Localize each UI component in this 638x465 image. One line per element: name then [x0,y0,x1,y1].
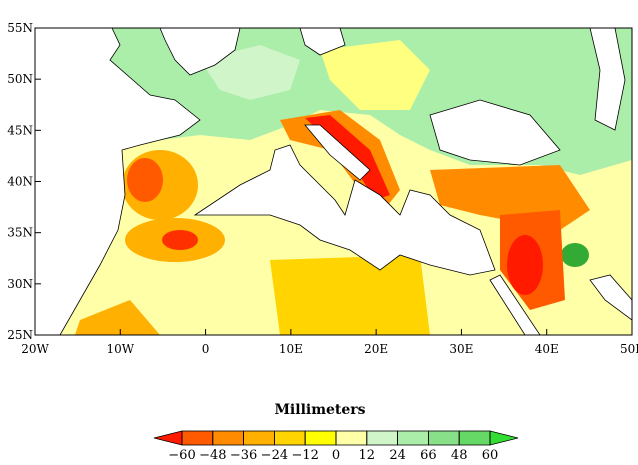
colorbar-box [397,430,429,446]
colorbar-label: 60 [482,448,499,461]
colorbar-label: 12 [359,448,376,461]
colorbar-label: 48 [451,448,468,461]
north-sea [159,28,241,76]
dry-zone [507,235,543,295]
x-tick-label: 50E [620,342,638,356]
y-tick-label: 50N [7,72,33,86]
y-tick-label: 35N [7,226,33,240]
dry-zone [162,230,198,250]
seas [35,28,632,335]
colorbar-label: 24 [389,448,406,461]
colorbar-title: Millimeters [274,402,365,418]
colorbar-label: −48 [199,448,226,461]
colorbar-box [366,430,398,446]
colorbar-arrow [153,430,183,446]
y-tick-label: 55N [7,21,33,35]
y-tick-label: 45N [7,123,33,137]
dry-zone [320,40,430,110]
colorbar-box [304,430,337,446]
persian-gulf [589,274,632,321]
colorbar-box [458,430,491,446]
colorbar-box [427,430,460,446]
baltic [299,28,346,56]
x-tick-label: 10W [106,342,134,356]
x-tick-label: 20E [364,342,388,356]
wet-spot [561,243,589,267]
mediterranean [193,144,496,276]
y-tick-label: 30N [7,277,33,291]
caspian [589,28,626,131]
map-field [35,28,632,335]
colorbar-label: −36 [230,448,257,461]
atlantic [35,28,201,335]
colorbar-box [181,430,214,446]
x-tick-label: 40E [535,342,559,356]
colorbar-label: 66 [420,448,437,461]
colorbar-box [212,430,245,446]
light-green-zone [200,45,300,100]
y-tick-label: 40N [7,175,33,189]
adriatic [304,124,371,181]
colorbar-box [273,430,306,446]
colorbar-label: −12 [291,448,318,461]
x-tick-label: 10E [279,342,303,356]
colorbar-label: −24 [261,448,288,461]
y-tick-label: 25N [7,328,33,342]
dry-zone [127,158,163,202]
black-sea [429,99,561,166]
x-tick-label: 30E [449,342,473,356]
x-tick-label: 0 [202,342,210,356]
dry-zone [75,300,160,335]
colorbar-box [243,430,275,446]
dry-zone [270,255,430,335]
red-sea [489,274,541,335]
colorbar-label: −60 [168,448,195,461]
colorbar-arrow [489,430,519,446]
colorbar-box [335,430,368,446]
x-tick-label: 20W [21,342,49,356]
colorbar-label: 0 [332,448,340,461]
